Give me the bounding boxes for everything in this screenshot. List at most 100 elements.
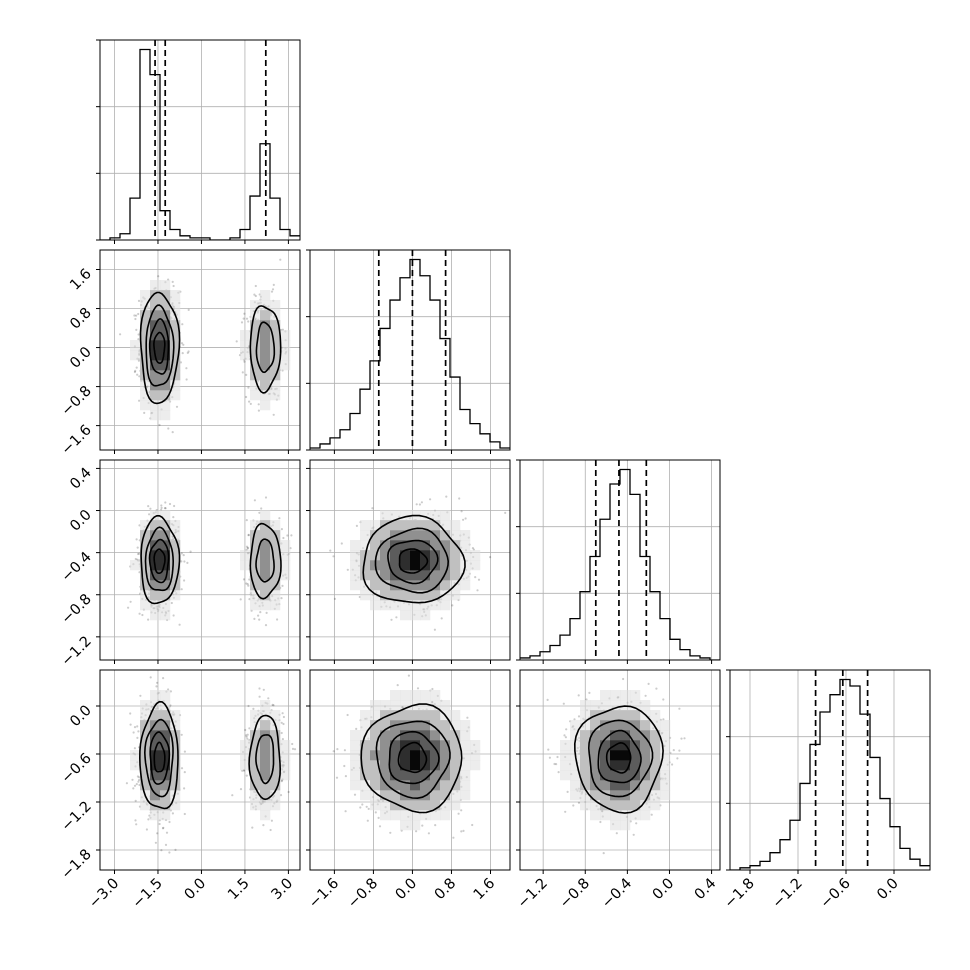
scatter-point: [243, 360, 246, 363]
density-cell: [350, 550, 361, 561]
histogram-p4: [726, 669, 931, 874]
scatter-point: [415, 503, 418, 506]
scatter-point: [272, 413, 275, 416]
density-cell: [140, 800, 151, 811]
scatter-point: [135, 538, 138, 541]
density-cell: [260, 700, 271, 711]
density-cell: [360, 520, 371, 531]
density-cell: [140, 570, 151, 581]
density-cell: [260, 390, 271, 401]
density-cell: [270, 800, 281, 811]
panel-frame: [309, 249, 511, 451]
scatter-point: [171, 280, 174, 283]
scatter-point: [180, 767, 184, 770]
scatter-point: [253, 293, 256, 296]
scatter-point: [247, 386, 250, 389]
scatter-point: [149, 507, 152, 510]
scatter-point: [276, 618, 279, 621]
density-cell: [450, 520, 461, 531]
scatter-point: [239, 598, 242, 601]
density-cell: [150, 510, 161, 521]
scatter-point: [162, 826, 165, 829]
density-cell: [240, 350, 251, 361]
density-cell: [390, 510, 401, 521]
density-cell: [260, 370, 271, 381]
density-cell: [240, 340, 251, 351]
density-cell: [460, 530, 471, 541]
scatter-point: [257, 614, 260, 617]
scatter-point: [158, 822, 161, 826]
density-cell: [270, 770, 281, 781]
density-cell: [380, 570, 391, 581]
density-cell: [150, 570, 161, 581]
density-cell: [380, 550, 391, 561]
scatter-point: [271, 703, 274, 707]
density-cell: [170, 550, 181, 561]
scatter-point: [246, 583, 249, 586]
histogram-p3: [516, 459, 721, 664]
scatter-point: [254, 284, 257, 288]
density-cell: [130, 760, 141, 771]
density-cell: [160, 800, 171, 811]
scatter-point: [282, 536, 285, 540]
density-cell: [150, 610, 161, 621]
density-cell: [170, 720, 181, 731]
scatter-point: [247, 584, 250, 587]
density-cell: [280, 550, 291, 561]
scatter-point: [246, 737, 249, 740]
scatter-point: [187, 350, 190, 353]
scatter-point: [180, 733, 183, 736]
scatter-point: [458, 497, 461, 500]
density-cell: [450, 560, 461, 571]
density-cell: [140, 530, 151, 541]
scatter-point: [129, 600, 132, 603]
scatter-point: [280, 780, 283, 783]
density-cell: [260, 580, 271, 591]
scatter-point: [183, 579, 186, 582]
panel-p2-p4: [306, 669, 511, 874]
density-cell: [420, 540, 431, 551]
density-cell: [370, 590, 381, 601]
density-cell: [350, 580, 361, 591]
scatter-point: [291, 747, 295, 751]
density-cell: [170, 520, 181, 531]
density-cell: [270, 780, 281, 791]
contour-line: [255, 538, 275, 583]
panel-p1-p4: [96, 669, 301, 874]
density-cell: [250, 770, 261, 781]
scatter-point: [245, 735, 248, 738]
scatter-point: [248, 400, 251, 403]
scatter-point: [186, 351, 189, 354]
density-cell: [470, 550, 481, 561]
scatter-point: [137, 299, 141, 302]
histogram-step-line: [100, 48, 300, 240]
density-cell: [440, 550, 451, 561]
scatter-point: [346, 568, 349, 571]
scatter-point: [153, 455, 155, 457]
density-cell: [400, 520, 411, 531]
scatter-point: [180, 588, 183, 591]
scatter-point: [132, 731, 135, 734]
scatter-point: [138, 375, 141, 378]
panel-frame: [99, 249, 301, 451]
scatter-point: [136, 546, 139, 549]
panel-frame: [99, 459, 301, 661]
scatter-point: [287, 790, 290, 794]
density-cell: [440, 540, 451, 551]
density-cell: [270, 560, 281, 571]
scatter-point: [244, 728, 247, 732]
density-cell: [160, 360, 171, 371]
scatter-point: [137, 730, 140, 733]
density-cell: [370, 520, 381, 531]
density-cell: [390, 600, 401, 611]
density-cell: [440, 600, 451, 611]
scatter-point: [267, 697, 270, 700]
density-cell: [170, 780, 181, 791]
scatter-point: [332, 750, 335, 753]
scatter-point: [278, 517, 281, 520]
contour-line: [248, 714, 282, 801]
density-cell: [450, 570, 461, 581]
density-cell: [270, 330, 281, 341]
density-cell: [170, 530, 181, 541]
density-cell: [260, 740, 271, 751]
